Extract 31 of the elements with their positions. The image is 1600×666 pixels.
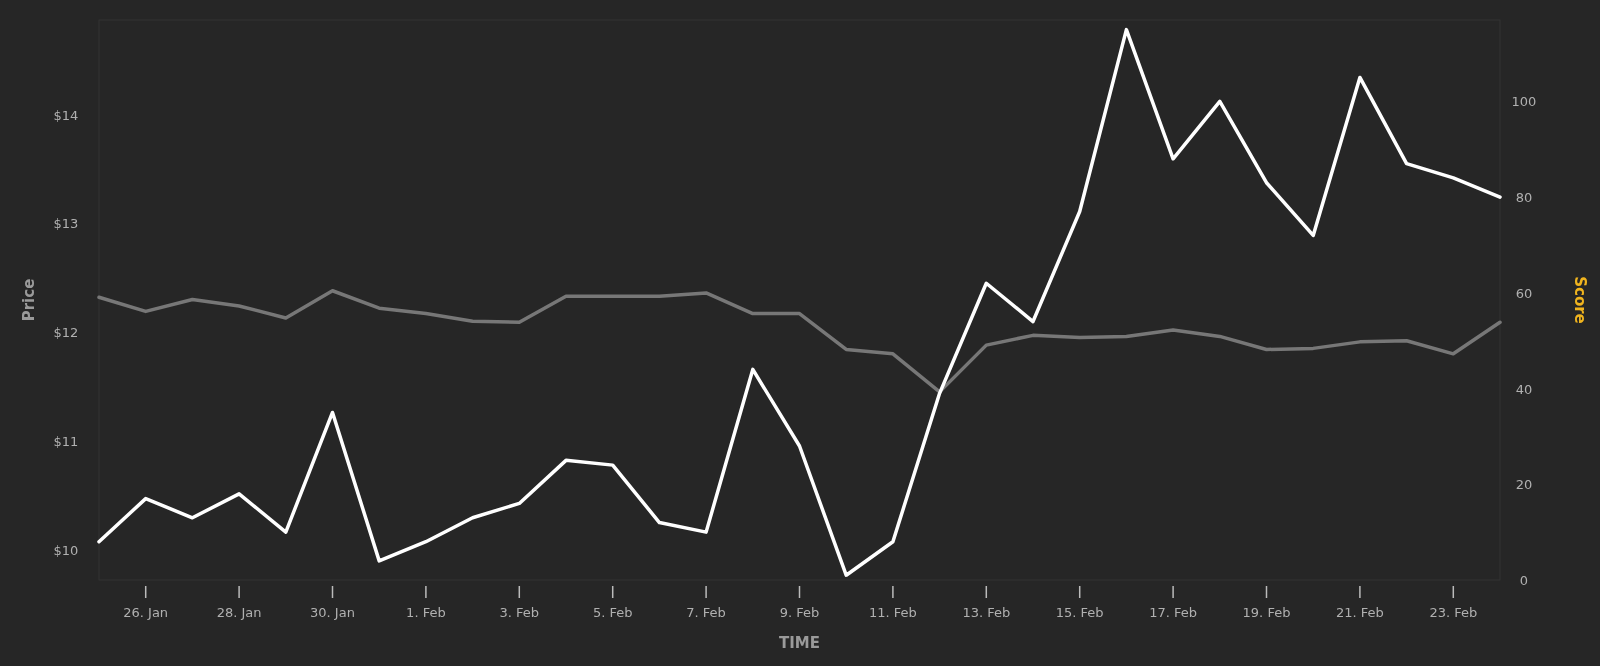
y-tick-label: $12 [53,325,79,341]
x-axis-title: TIME [779,634,820,652]
x-tick-label: 5. Feb [592,605,633,620]
y-axis-title: Price [20,278,38,322]
y2-tick-label: 40 [1515,381,1533,397]
line-series [97,289,1502,394]
x-tick-label: 23. Feb [1429,605,1478,620]
x-tick-label: 30. Jan [310,605,355,620]
y2-tick-label: 80 [1515,190,1533,206]
y-tick-label: $13 [53,216,79,232]
y2-tick-label: 0 [1519,573,1529,588]
y2-axis-title: Score [1571,276,1589,324]
x-tick-label: 17. Feb [1149,605,1198,620]
x-tick-label: 26. Jan [123,605,169,620]
x-tick-label: 9. Feb [779,605,820,620]
y-tick-label: $14 [53,107,79,123]
x-tick-label: 19. Feb [1242,605,1291,620]
y2-tick-label: 100 [1511,94,1537,110]
x-tick-label: 15. Feb [1055,605,1104,620]
y-tick-label: $10 [53,542,79,558]
x-tick-label: 21. Feb [1335,605,1384,620]
x-tick-label: 28. Jan [216,605,262,620]
y-tick-label: $11 [53,433,79,449]
y2-tick-label: 60 [1515,285,1533,301]
x-tick-label: 1. Feb [406,605,446,620]
x-tick-label: 13. Feb [962,605,1011,620]
line-series [97,27,1502,577]
x-tick-label: 3. Feb [499,605,540,620]
x-tick-label: 7. Feb [686,605,726,620]
y2-tick-label: 20 [1515,477,1533,493]
x-tick-label: 11. Feb [868,605,917,620]
